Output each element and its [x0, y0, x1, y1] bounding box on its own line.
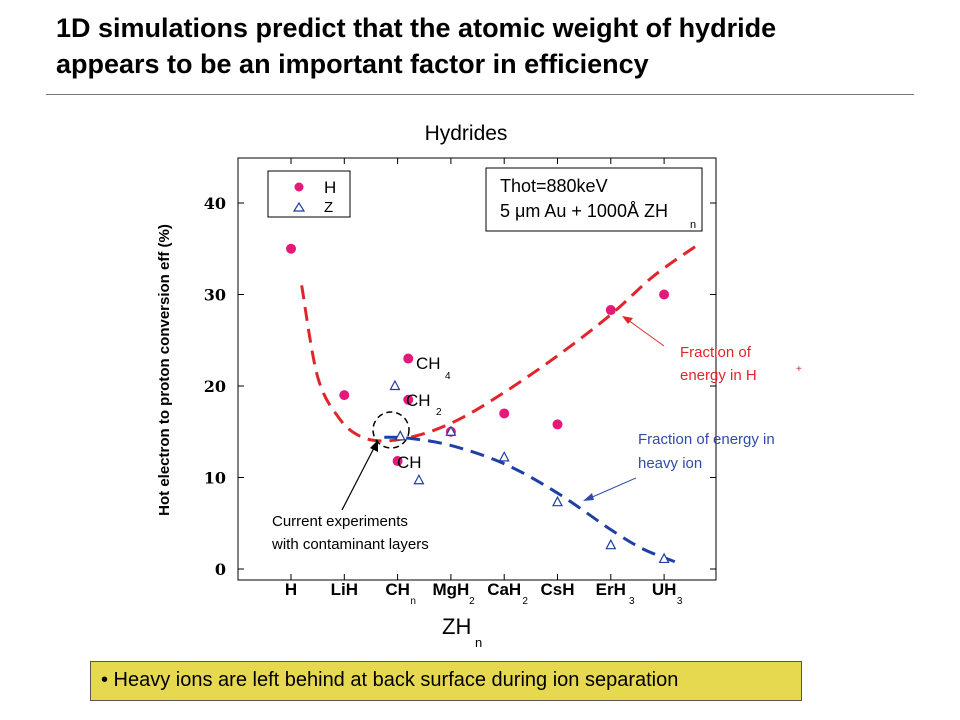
legend-h-label: H — [324, 178, 336, 197]
title-divider — [46, 94, 914, 95]
curve-h-fraction — [300, 244, 697, 443]
x-axis-label: ZH n — [442, 614, 482, 650]
fraction-heavy-line-2: heavy ion — [638, 455, 702, 472]
x-category-sub: n — [410, 596, 416, 607]
z-point — [658, 552, 670, 564]
legend-z-label: Z — [324, 199, 333, 216]
ch4-label: CH — [416, 354, 441, 373]
x-category-label: H — [285, 580, 297, 599]
x-category-base: CH — [385, 580, 410, 599]
h-point — [499, 408, 510, 419]
y-tick-label: 30 — [204, 286, 226, 305]
x-category-base: ErH — [596, 580, 626, 599]
h-point — [339, 390, 350, 401]
legend-h-marker — [294, 182, 304, 192]
fraction-h-line-1: Fraction of — [680, 344, 752, 361]
ch2-label-sub: 2 — [436, 407, 442, 418]
ch2-label: CH — [406, 391, 431, 410]
y-axis: 0 10 20 30 40 — [204, 194, 716, 579]
x-category-label: CHn — [385, 580, 416, 607]
z-point — [498, 451, 510, 462]
parameter-line-1: Thot=880keV — [500, 176, 608, 196]
x-category-label: UH3 — [652, 580, 683, 607]
x-category-sub: 2 — [469, 596, 475, 607]
x-category-sub: 3 — [629, 596, 635, 607]
current-arrowhead — [370, 440, 378, 452]
x-axis-label-sub: n — [475, 635, 482, 650]
title-line-2: appears to be an important factor in eff… — [56, 49, 649, 79]
parameter-line-2-sub: n — [690, 219, 696, 231]
h-point — [659, 289, 670, 300]
fraction-heavy-arrowhead — [583, 493, 594, 501]
current-line-1: Current experiments — [272, 513, 408, 530]
z-point — [552, 495, 563, 507]
current-experiments-annotation: Current experiments with contaminant lay… — [271, 440, 429, 553]
takeaway-text: • Heavy ions are left behind at back sur… — [101, 669, 679, 691]
h-point — [392, 456, 403, 467]
x-category-base: CaH — [487, 580, 521, 599]
z-point — [413, 473, 425, 485]
h-point — [286, 243, 296, 254]
curves — [300, 244, 697, 564]
z-point — [445, 425, 457, 436]
legend-box — [267, 170, 351, 218]
contaminant-circle — [372, 411, 410, 449]
fraction-h-sup: + — [796, 364, 802, 375]
x-category-label: LiH — [331, 580, 358, 599]
parameter-line-2: 5 μm Au + 1000Å ZH — [500, 201, 668, 221]
curve-heavy-fraction — [384, 435, 676, 564]
point-labels: CH 4 CH 2 CH — [397, 354, 451, 472]
fraction-h-arrowhead — [622, 316, 633, 324]
x-category-sub: 3 — [677, 596, 683, 607]
x-category-base: H — [285, 580, 297, 599]
h-point — [605, 305, 616, 316]
x-category-base: UH — [652, 580, 677, 599]
data-markers — [286, 243, 670, 564]
x-category-sub: 2 — [522, 596, 528, 607]
z-point — [394, 430, 406, 441]
current-arrow — [341, 445, 376, 511]
parameter-box-frame — [485, 167, 703, 232]
fraction-h-arrow — [627, 319, 665, 347]
x-category-base: MgH — [432, 580, 469, 599]
fraction-h-line-2: energy in H — [680, 367, 757, 384]
z-point — [389, 379, 401, 391]
legend: H Z — [267, 170, 351, 218]
y-tick-label: 20 — [204, 377, 226, 396]
h-point — [403, 353, 414, 364]
fraction-heavy-line-1: Fraction of energy in — [638, 431, 775, 448]
h-point — [403, 394, 414, 405]
title-line-1: 1D simulations predict that the atomic w… — [56, 13, 777, 43]
legend-z-marker — [292, 201, 306, 212]
y-axis-label: Hot electron to proton conversion eff (%… — [156, 224, 173, 516]
current-line-2: with contaminant layers — [271, 536, 429, 553]
x-axis-label-base: ZH — [442, 614, 471, 639]
parameter-box: Thot=880keV 5 μm Au + 1000Å ZH n — [485, 167, 703, 232]
x-category-label: CsH — [540, 580, 574, 599]
chart-title: Hydrides — [425, 122, 508, 145]
x-category-base: CsH — [540, 580, 574, 599]
h-point — [552, 419, 563, 430]
slide-title: 1D simulations predict that the atomic w… — [56, 10, 936, 82]
ch-label: CH — [397, 453, 422, 472]
x-category-base: LiH — [331, 580, 358, 599]
y-tick-label: 40 — [204, 194, 226, 213]
fraction-heavy-arrow — [589, 477, 637, 499]
z-point — [605, 538, 617, 550]
takeaway-box: • Heavy ions are left behind at back sur… — [90, 661, 802, 701]
plot-area — [237, 157, 717, 581]
fraction-heavy-annotation: Fraction of energy in heavy ion — [583, 431, 775, 501]
y-tick-label: 0 — [215, 560, 226, 579]
ch4-label-sub: 4 — [445, 371, 451, 382]
fraction-h-annotation: Fraction of energy in H + — [622, 316, 802, 384]
y-tick-label: 10 — [204, 469, 226, 488]
